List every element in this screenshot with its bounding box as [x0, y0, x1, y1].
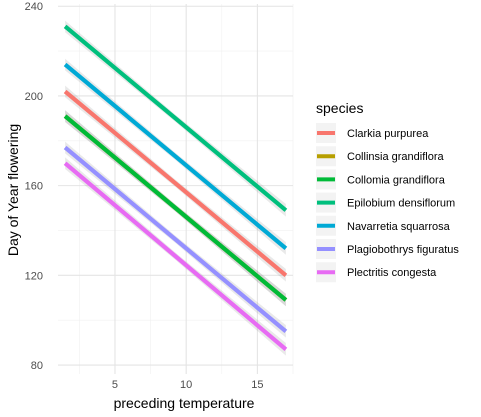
legend-label: Epilobium densiflorum: [347, 198, 455, 210]
legend-item: Epilobium densiflorum: [316, 192, 455, 213]
legend-item: Plectritis congesta: [316, 262, 437, 283]
x-axis-title: preceding temperature: [114, 395, 255, 411]
legend-label: Clarkia purpurea: [347, 128, 429, 140]
legend-item: Collinsia grandiflora: [316, 146, 444, 167]
y-tick-label: 240: [25, 1, 43, 13]
legend-label: Plectritis congesta: [347, 267, 437, 279]
legend-title: species: [316, 100, 363, 116]
legend-item: Clarkia purpurea: [316, 123, 429, 143]
x-tick-label: 15: [251, 379, 263, 391]
y-tick-label: 200: [25, 91, 43, 103]
y-axis-ticks: 80 120 160 200 240: [25, 1, 43, 372]
series-line: [63, 161, 288, 351]
series-lines: [63, 24, 288, 351]
legend-item: Collomia grandiflora: [316, 169, 446, 190]
series-line: [63, 145, 288, 334]
series-line: [63, 114, 288, 302]
y-tick-label: 80: [31, 360, 43, 372]
legend-label: Navarretia squarrosa: [347, 221, 451, 233]
x-tick-label: 5: [112, 379, 118, 391]
series-line: [63, 89, 288, 277]
y-tick-label: 120: [25, 270, 43, 282]
legend: species Clarkia purpurea Collinsia grandi…: [316, 100, 459, 283]
y-axis-title: Day of Year flowering: [5, 124, 21, 256]
x-axis-ticks: 5 10 15: [112, 379, 264, 391]
series-line: [63, 24, 288, 212]
legend-label: Collinsia grandiflora: [347, 151, 444, 163]
legend-label: Plagiobothrys figuratus: [347, 244, 459, 256]
legend-item: Navarretia squarrosa: [316, 215, 451, 236]
series-line: [63, 62, 288, 251]
legend-items: Clarkia purpurea Collinsia grandiflora Col…: [316, 123, 459, 283]
legend-label: Collomia grandiflora: [347, 174, 446, 186]
x-tick-label: 10: [180, 379, 192, 391]
legend-item: Plagiobothrys figuratus: [316, 239, 459, 259]
y-tick-label: 160: [25, 181, 43, 193]
